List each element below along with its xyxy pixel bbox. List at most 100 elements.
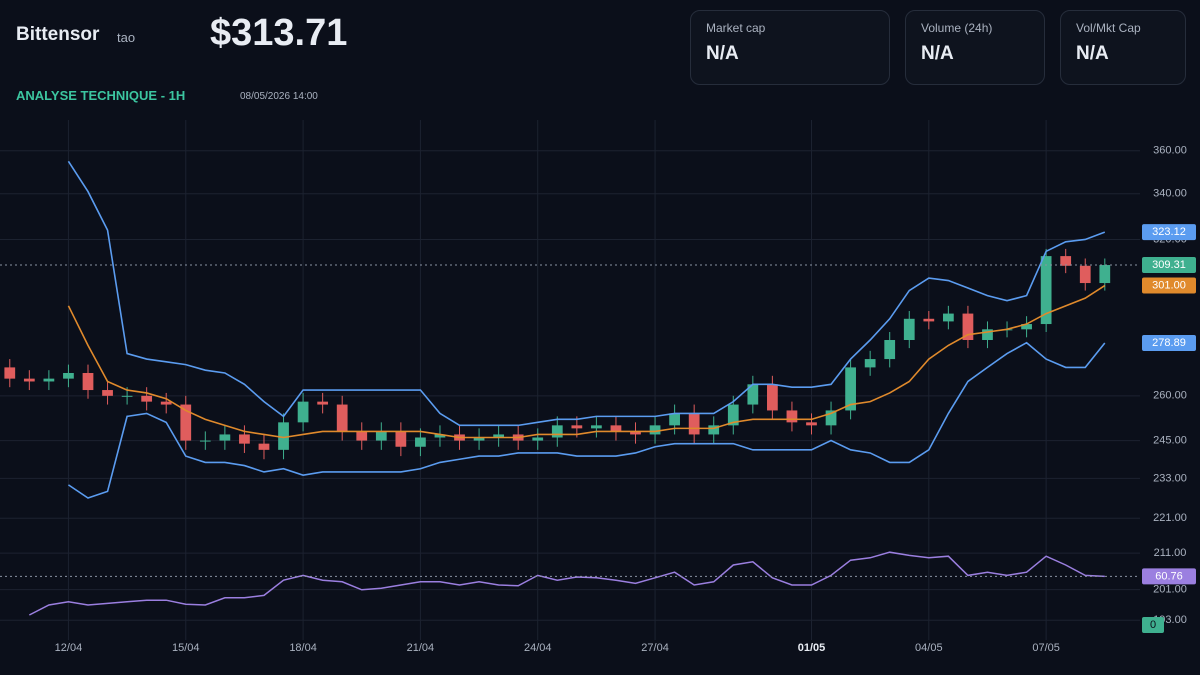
candle-body [610,425,622,432]
card-label: Vol/Mkt Cap [1076,21,1141,35]
candle-body [864,359,876,368]
candle-body [199,440,211,442]
candle-body [903,318,915,341]
y-tick-label: 211.00 [1154,547,1187,559]
candle-body [141,395,153,402]
candle-body [239,434,250,444]
y-tick-label: 201.00 [1153,584,1187,596]
candle-body [23,378,35,382]
candle-body [278,422,289,450]
card-value: N/A [1076,43,1109,64]
candle-body [786,410,798,423]
candle-body [317,401,329,405]
candle-body [962,313,974,341]
coin-name: Bittensor [16,24,100,45]
y2-tick-badge [1142,617,1164,633]
candle-body [258,443,270,450]
candle-body [845,367,856,411]
candle-body [884,340,896,360]
price: $313.71 [210,12,348,54]
candle-body [806,422,817,426]
candle-body [395,431,407,447]
x-tick-label: 07/05 [1032,642,1060,654]
candle-body [219,434,231,441]
candle-body [473,437,485,441]
x-tick-label: 04/05 [915,642,943,654]
y-tick-label: 340.00 [1153,188,1187,200]
card: Volume (24h) N/A [905,10,1045,85]
timestamp: 08/05/2026 14:00 [240,91,318,102]
card: Vol/Mkt Cap N/A [1060,10,1186,85]
card-label: Market cap [706,21,766,35]
candle-body [356,431,368,441]
candle-body [82,372,94,391]
candle-body [942,313,954,322]
line [67,284,1106,439]
candle-body [767,384,778,411]
candle-body [551,425,563,438]
candle-body [688,413,700,435]
candle-body [4,367,16,379]
price-badge [1142,257,1196,274]
price-badge-label: 323.12 [1152,226,1186,238]
candle-body [415,437,426,447]
section-title: ANALYSE TECHNIQUE - 1H [16,88,186,103]
candle-body [747,384,759,405]
coin-symbol: tao [117,30,136,45]
candle-body [1079,265,1091,284]
candle-body [375,431,387,441]
candle-body [532,437,544,441]
x-tick-label: 21/04 [407,642,435,654]
line [28,551,1105,616]
candle-body [1021,324,1032,330]
price-badge-label: 309.31 [1152,259,1186,271]
candle-body [727,404,739,426]
x-tick-label: 24/04 [524,642,552,654]
candle-body [336,404,348,432]
y-tick-label: 260.00 [1153,390,1187,402]
y-tick-label: 221.00 [1153,512,1187,524]
candle-body [708,425,720,435]
candle-body [982,329,993,341]
candle-body [630,431,641,435]
price-badge [1142,568,1196,585]
candle-body [102,390,113,396]
candle-body [669,413,680,426]
candle-body [649,425,661,435]
candle-body [591,425,602,429]
price-badge-label: 301.00 [1152,279,1186,291]
line [67,160,1106,427]
y-tick-label: 245.00 [1153,434,1187,446]
x-tick-label: 15/04 [172,642,200,654]
y-tick-label: 233.00 [1153,472,1187,484]
candle-body [1060,256,1072,266]
candle-body [923,318,935,322]
price-badge [1142,334,1196,351]
candle-body [121,395,133,397]
chart: 12/04 15/04 18/04 21/04 24/04 27/04 01/05 04/05… [0,120,1196,654]
x-tick-label: 12/04 [55,642,83,654]
candle-body [571,425,583,429]
candle-body [63,372,74,379]
candle-body [297,401,309,423]
x-tick-label: 27/04 [641,642,669,654]
x-tick-label: 01/05 [798,642,826,654]
candle-body [1099,265,1111,284]
candle-body [160,401,172,405]
candle-body [434,434,446,438]
candle-body [43,378,55,382]
y2-tick-label: 0 [1150,619,1156,631]
candle-body [825,410,837,426]
y-tick-label: 360.00 [1153,145,1187,157]
card-value: N/A [921,43,954,64]
candle-body [180,404,192,441]
x-tick-label: 18/04 [289,642,317,654]
price-badge-label: 278.89 [1152,337,1186,349]
card-value: N/A [706,43,739,64]
price-badge-label: 60.76 [1155,570,1183,582]
candle-body [493,434,505,438]
card-label: Volume (24h) [921,21,993,35]
card: Market cap N/A [690,10,890,85]
line [67,341,1106,499]
